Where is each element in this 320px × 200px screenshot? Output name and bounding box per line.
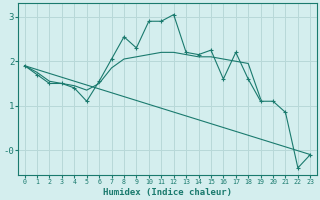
X-axis label: Humidex (Indice chaleur): Humidex (Indice chaleur)	[103, 188, 232, 197]
